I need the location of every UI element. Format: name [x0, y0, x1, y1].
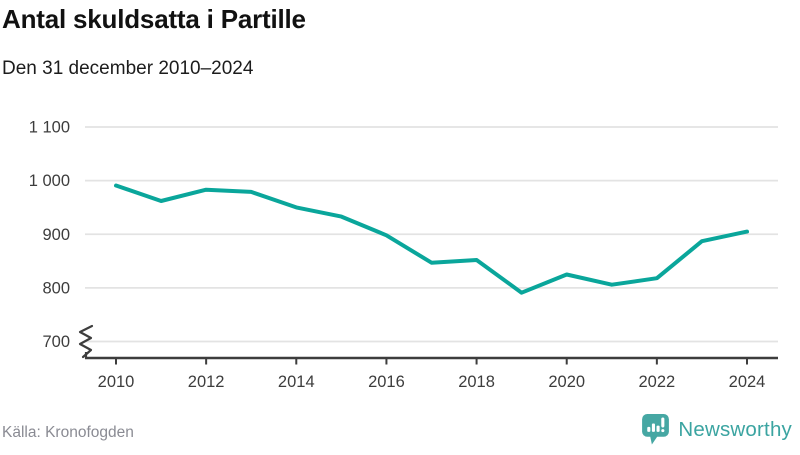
svg-text:2020: 2020: [548, 373, 585, 391]
svg-text:2024: 2024: [729, 373, 766, 391]
svg-text:900: 900: [42, 226, 70, 244]
svg-text:2022: 2022: [638, 373, 675, 391]
svg-text:800: 800: [42, 279, 70, 297]
svg-text:1 100: 1 100: [29, 119, 70, 137]
newsworthy-wordmark: Newsworthy: [678, 417, 792, 441]
svg-text:1 000: 1 000: [29, 172, 70, 190]
svg-text:2010: 2010: [98, 373, 135, 391]
svg-text:2018: 2018: [458, 373, 495, 391]
svg-text:2014: 2014: [278, 373, 315, 391]
newsworthy-speech-bubble-chart-icon: [642, 414, 670, 445]
newsworthy-logo: Newsworthy: [641, 413, 792, 446]
chart-subtitle: Den 31 december 2010–2024: [2, 58, 254, 79]
svg-text:700: 700: [42, 333, 70, 351]
chart-title: Antal skuldsatta i Partille: [2, 4, 306, 34]
svg-text:2016: 2016: [368, 373, 405, 391]
source-note: Källa: Kronofogden: [2, 424, 134, 441]
svg-text:2012: 2012: [188, 373, 225, 391]
